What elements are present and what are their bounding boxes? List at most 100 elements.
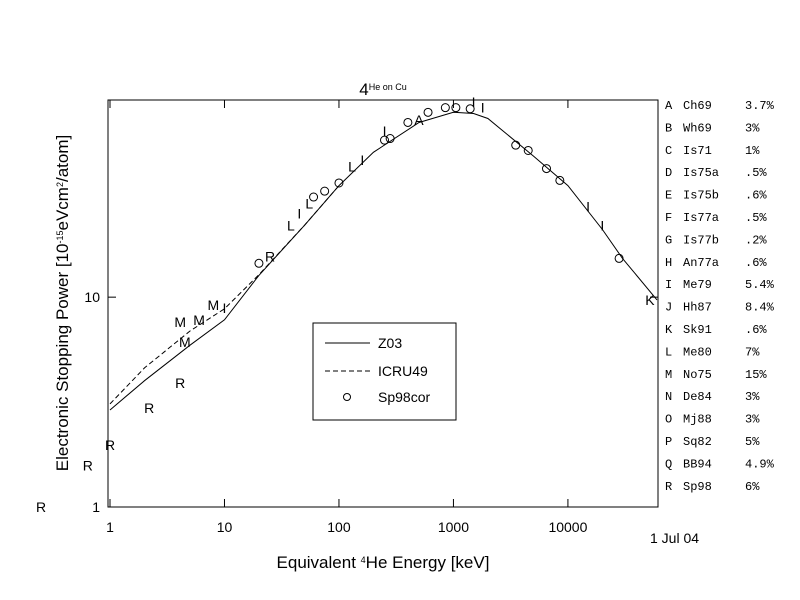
x-tick-label: 100 <box>327 519 351 535</box>
data-point <box>523 145 533 155</box>
text-part: He Energy [keV] <box>366 553 490 572</box>
ref-error: 15% <box>745 368 767 382</box>
letter-point: L <box>287 217 295 233</box>
ref-name: Is77b <box>683 233 719 247</box>
ref-name: Sp98 <box>683 480 712 494</box>
ref-name: Is75b <box>683 189 719 203</box>
ref-code: I <box>665 278 672 292</box>
x-tick-label: 10 <box>217 519 233 535</box>
ref-error: .5% <box>745 211 767 225</box>
data-point <box>465 104 475 114</box>
letter-point: I <box>600 217 604 233</box>
legend-label: ICRU49 <box>378 363 428 379</box>
ref-error: .6% <box>745 256 767 270</box>
ref-code: A <box>665 99 673 113</box>
ref-code: M <box>665 368 672 382</box>
letter-point: R <box>175 375 185 391</box>
ref-error: .5% <box>745 166 767 180</box>
letter-point: R <box>36 499 46 515</box>
data-point <box>451 103 461 113</box>
ref-name: Is75a <box>683 166 719 180</box>
ref-code: C <box>665 144 672 158</box>
letter-point: I <box>360 152 364 168</box>
text-part: Equivalent <box>277 553 361 572</box>
ref-error: 3% <box>745 390 760 404</box>
data-point <box>614 253 624 263</box>
ref-name: An77a <box>683 256 719 270</box>
ref-name: Me80 <box>683 345 712 359</box>
ref-code: K <box>665 323 673 337</box>
letter-point: R <box>265 249 275 265</box>
letter-point: I <box>383 123 387 139</box>
letter-point: I <box>586 199 590 215</box>
y-axis-label: Electronic Stopping Power [10-15eVcm2/at… <box>53 135 72 472</box>
ref-error: .6% <box>745 323 767 337</box>
data-point <box>385 134 395 144</box>
ref-error: 6% <box>745 480 760 494</box>
letter-point: K <box>645 292 655 308</box>
chart-title: 4He on Cu <box>359 80 407 99</box>
x-tick-label: 1 <box>106 519 114 535</box>
legend-label: Z03 <box>378 335 402 351</box>
data-point <box>309 192 319 202</box>
ref-code: R <box>665 480 672 494</box>
text-part: eVcm <box>53 187 72 230</box>
ref-error: 1% <box>745 144 760 158</box>
ref-error: .2% <box>745 233 767 247</box>
data-point <box>380 135 390 145</box>
ref-name: BB94 <box>683 457 712 471</box>
letter-point: I <box>297 206 301 222</box>
letter-point: R <box>105 437 115 453</box>
ref-name: Me79 <box>683 278 712 292</box>
ref-error: .6% <box>745 189 767 203</box>
ref-code: L <box>665 345 672 359</box>
ref-error: 5% <box>745 435 760 449</box>
letter-point: M <box>174 314 186 330</box>
ref-name: Sk91 <box>683 323 712 337</box>
data-point <box>334 178 344 188</box>
ref-error: 5.4% <box>745 278 775 292</box>
ref-code: G <box>665 233 672 247</box>
ref-name: Wh69 <box>683 121 712 135</box>
ref-error: 3.7% <box>745 99 775 113</box>
ref-error: 4.9% <box>745 457 775 471</box>
ref-code: N <box>665 390 672 404</box>
ref-error: 3% <box>745 121 760 135</box>
data-point <box>555 175 565 185</box>
letter-point: R <box>83 457 93 473</box>
ref-name: Is77a <box>683 211 719 225</box>
data-point <box>423 107 433 117</box>
ref-code: E <box>665 189 672 203</box>
ref-error: 8.4% <box>745 301 775 315</box>
x-axis-label: Equivalent 4He Energy [keV] <box>277 553 490 572</box>
x-tick-label: 10000 <box>548 519 587 535</box>
text-part: /atom] <box>53 135 72 182</box>
ref-code: O <box>665 413 672 427</box>
letter-point: M <box>179 334 191 350</box>
superscript: -15 <box>55 230 65 243</box>
y-tick-label: 10 <box>84 289 100 305</box>
data-point <box>511 140 521 150</box>
series-line <box>109 185 340 405</box>
data-point <box>403 117 413 127</box>
ref-name: De84 <box>683 390 712 404</box>
letter-point: R <box>144 400 154 416</box>
text-part: Electronic Stopping Power [10 <box>53 244 72 472</box>
ref-name: Sq82 <box>683 435 712 449</box>
y-tick-label: 1 <box>92 499 100 515</box>
ref-code: B <box>665 121 672 135</box>
ref-code: J <box>665 301 672 315</box>
letter-point: M <box>208 297 220 313</box>
letter-point: I <box>481 100 485 116</box>
plot-frame <box>107 99 659 508</box>
ref-code: P <box>665 435 672 449</box>
x-tick-label: 1000 <box>438 519 469 535</box>
data-point <box>320 186 330 196</box>
data-point <box>542 164 552 174</box>
letter-point: M <box>193 312 205 328</box>
ref-name: Is71 <box>683 144 712 158</box>
data-point <box>254 258 264 268</box>
annotation: 1 Jul 04 <box>650 530 699 546</box>
ref-code: D <box>665 166 672 180</box>
